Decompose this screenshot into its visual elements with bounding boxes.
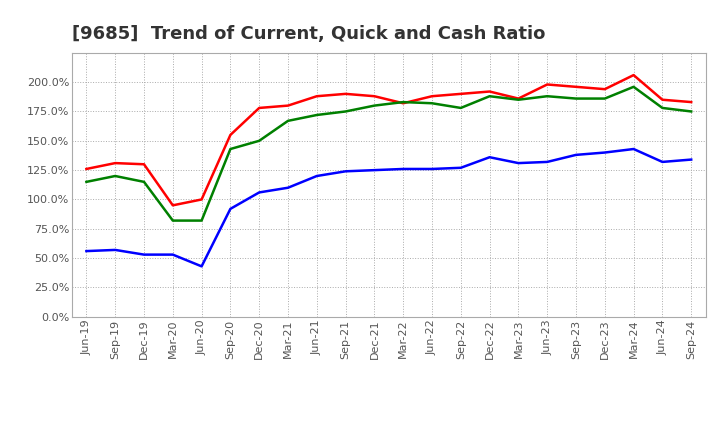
Quick Ratio [543, 94, 552, 99]
Current Ratio [514, 96, 523, 101]
Quick Ratio [600, 96, 609, 101]
Cash Ratio [111, 247, 120, 253]
Current Ratio [687, 99, 696, 105]
Current Ratio [312, 94, 321, 99]
Current Ratio [111, 161, 120, 166]
Cash Ratio [312, 173, 321, 179]
Quick Ratio [197, 218, 206, 223]
Current Ratio [370, 94, 379, 99]
Current Ratio [140, 161, 148, 167]
Current Ratio [629, 73, 638, 78]
Current Ratio [456, 91, 465, 96]
Cash Ratio [514, 161, 523, 166]
Cash Ratio [370, 168, 379, 173]
Current Ratio [226, 132, 235, 138]
Cash Ratio [341, 169, 350, 174]
Cash Ratio [226, 206, 235, 212]
Line: Current Ratio: Current Ratio [86, 75, 691, 205]
Current Ratio [399, 101, 408, 106]
Quick Ratio [284, 118, 292, 124]
Current Ratio [284, 103, 292, 108]
Current Ratio [82, 166, 91, 172]
Quick Ratio [168, 218, 177, 223]
Current Ratio [572, 84, 580, 89]
Cash Ratio [197, 264, 206, 269]
Current Ratio [485, 89, 494, 94]
Cash Ratio [255, 190, 264, 195]
Cash Ratio [456, 165, 465, 170]
Quick Ratio [572, 96, 580, 101]
Quick Ratio [456, 105, 465, 110]
Cash Ratio [600, 150, 609, 155]
Quick Ratio [111, 173, 120, 179]
Quick Ratio [255, 138, 264, 143]
Current Ratio [168, 203, 177, 208]
Quick Ratio [226, 147, 235, 152]
Current Ratio [428, 94, 436, 99]
Cash Ratio [82, 249, 91, 254]
Quick Ratio [140, 179, 148, 184]
Quick Ratio [341, 109, 350, 114]
Quick Ratio [312, 112, 321, 117]
Quick Ratio [485, 94, 494, 99]
Current Ratio [658, 97, 667, 103]
Quick Ratio [687, 109, 696, 114]
Current Ratio [341, 91, 350, 96]
Cash Ratio [168, 252, 177, 257]
Current Ratio [543, 82, 552, 87]
Current Ratio [197, 197, 206, 202]
Current Ratio [255, 105, 264, 110]
Cash Ratio [428, 166, 436, 172]
Quick Ratio [82, 179, 91, 184]
Cash Ratio [485, 154, 494, 160]
Text: [9685]  Trend of Current, Quick and Cash Ratio: [9685] Trend of Current, Quick and Cash … [72, 25, 545, 43]
Cash Ratio [284, 185, 292, 191]
Quick Ratio [658, 105, 667, 110]
Line: Cash Ratio: Cash Ratio [86, 149, 691, 266]
Cash Ratio [687, 157, 696, 162]
Cash Ratio [543, 159, 552, 165]
Quick Ratio [370, 103, 379, 108]
Quick Ratio [514, 97, 523, 103]
Quick Ratio [399, 99, 408, 105]
Cash Ratio [399, 166, 408, 172]
Cash Ratio [140, 252, 148, 257]
Quick Ratio [428, 101, 436, 106]
Cash Ratio [572, 152, 580, 158]
Current Ratio [600, 87, 609, 92]
Quick Ratio [629, 84, 638, 89]
Cash Ratio [629, 147, 638, 152]
Line: Quick Ratio: Quick Ratio [86, 87, 691, 220]
Cash Ratio [658, 159, 667, 165]
